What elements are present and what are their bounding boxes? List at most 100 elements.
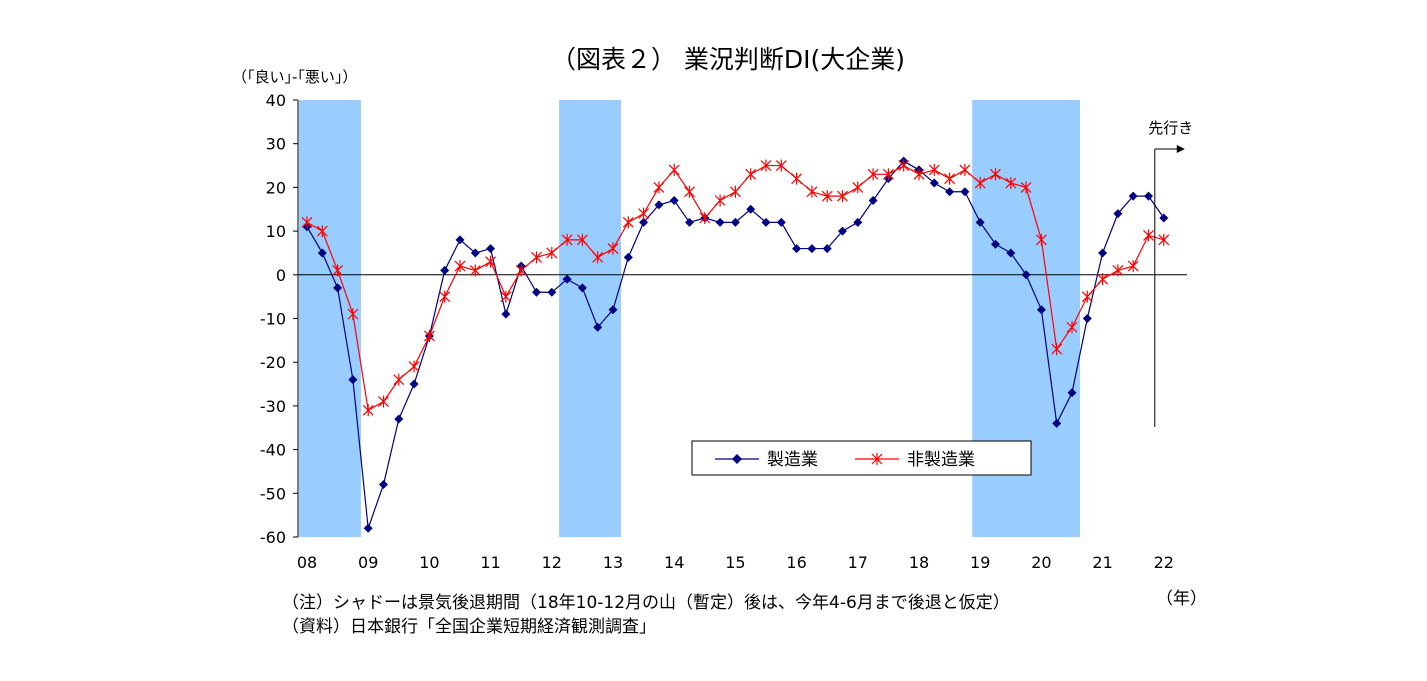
x-tick-label: 11: [480, 553, 500, 572]
data-point: [561, 233, 573, 246]
x-tick-label: 12: [542, 553, 562, 572]
data-point: [332, 264, 344, 277]
footnote-source: （資料）日本銀行「全国企業短期経済観測調査」: [282, 617, 656, 637]
x-tick-label: 19: [970, 553, 990, 572]
data-point: [929, 178, 939, 188]
x-tick-label: 14: [664, 553, 684, 572]
y-tick-label: -40: [260, 441, 286, 460]
data-point: [639, 217, 649, 227]
data-point: [760, 159, 772, 172]
recession-shading-group: [299, 100, 1080, 537]
data-point: [715, 217, 725, 227]
footnote-shading: （注）シャドーは景気後退期間（18年10-12月の山（暫定）後は、今年4-6月ま…: [282, 593, 1010, 613]
data-point: [607, 242, 619, 255]
data-point: [822, 244, 832, 254]
data-point: [440, 265, 450, 275]
data-point: [1021, 270, 1031, 280]
data-point: [638, 207, 650, 220]
data-point: [745, 168, 757, 181]
y-ticks-group: 40 30 20 10 0 -10 -20 -30 -40 -50 -60: [260, 91, 298, 547]
data-point: [532, 287, 541, 297]
data-point: [730, 217, 740, 227]
data-point: [423, 329, 435, 342]
data-point: [1128, 191, 1138, 201]
legend-marker-asterisk: [871, 453, 883, 465]
data-point: [1127, 260, 1139, 273]
x-tick-label: 09: [358, 553, 378, 572]
series-group: [301, 156, 1170, 533]
chart-title: （図表２） 業況判断DI(大企業): [551, 45, 905, 74]
data-point: [945, 187, 955, 197]
data-point: [1097, 273, 1109, 286]
data-point: [363, 523, 373, 533]
data-point: [669, 196, 679, 206]
data-point: [577, 283, 587, 293]
x-tick-label: 22: [1154, 553, 1174, 572]
x-tick-label: 21: [1092, 553, 1112, 572]
y-tick-label: 20: [266, 178, 286, 197]
data-point: [960, 187, 970, 197]
data-point: [668, 163, 680, 176]
data-point: [592, 251, 604, 264]
data-point: [974, 177, 986, 190]
data-point: [1051, 343, 1063, 356]
data-point: [531, 251, 542, 264]
data-point: [775, 159, 787, 172]
legend-box: [691, 440, 1032, 476]
legend-label-2: 非製造業: [907, 450, 975, 470]
x-axis-unit: （年）: [1156, 589, 1207, 609]
data-point: [807, 244, 817, 254]
recession-shade-2: [559, 100, 621, 537]
data-point: [746, 204, 756, 214]
x-tick-label: 16: [786, 553, 806, 572]
data-point: [1035, 233, 1047, 246]
data-point: [913, 168, 925, 181]
data-point: [1098, 248, 1108, 258]
data-point: [1113, 209, 1123, 219]
data-point: [1066, 321, 1078, 334]
data-point: [1082, 314, 1092, 323]
data-point: [562, 274, 572, 284]
y-axis-label: （｢良い｣-｢悪い｣）: [232, 68, 357, 86]
data-point: [1005, 177, 1017, 190]
x-tick-label: 15: [725, 553, 745, 572]
y-tick-label: 40: [266, 91, 286, 110]
data-point: [469, 264, 481, 277]
data-point: [928, 163, 940, 176]
x-tick-label: 20: [1031, 553, 1051, 572]
data-point: [470, 248, 480, 258]
data-point: [546, 246, 558, 259]
data-point: [1158, 233, 1170, 246]
data-point: [378, 395, 389, 408]
forecast-arrow-head: [1176, 145, 1185, 153]
data-point: [944, 172, 956, 185]
data-point: [898, 159, 910, 172]
data-point: [654, 200, 664, 210]
data-point: [776, 217, 786, 227]
y-tick-label: 30: [266, 135, 286, 154]
data-point: [1067, 388, 1077, 398]
data-point: [821, 190, 833, 203]
y-tick-label: 0: [276, 266, 286, 285]
legend-marker-diamond: [732, 454, 742, 464]
data-point: [623, 252, 633, 262]
data-point: [1052, 418, 1062, 428]
data-point: [439, 290, 451, 303]
data-point: [761, 217, 771, 227]
data-point: [1020, 181, 1032, 194]
legend-label-1: 製造業: [767, 450, 818, 470]
data-point: [394, 414, 404, 424]
data-point: [393, 373, 405, 386]
data-point: [806, 185, 818, 198]
data-point: [608, 305, 618, 315]
data-point: [515, 264, 527, 277]
data-point: [729, 185, 741, 198]
data-point: [348, 375, 358, 385]
data-point: [593, 322, 603, 332]
data-point: [1006, 248, 1016, 258]
forecast-label: 先行き: [1148, 119, 1193, 137]
data-point: [408, 360, 420, 373]
data-point: [379, 480, 388, 490]
data-point: [409, 379, 419, 389]
x-ticks-group: 08 09 10 11 12 13 14 15 16 17 18 19 20 21 22: [297, 553, 1174, 572]
